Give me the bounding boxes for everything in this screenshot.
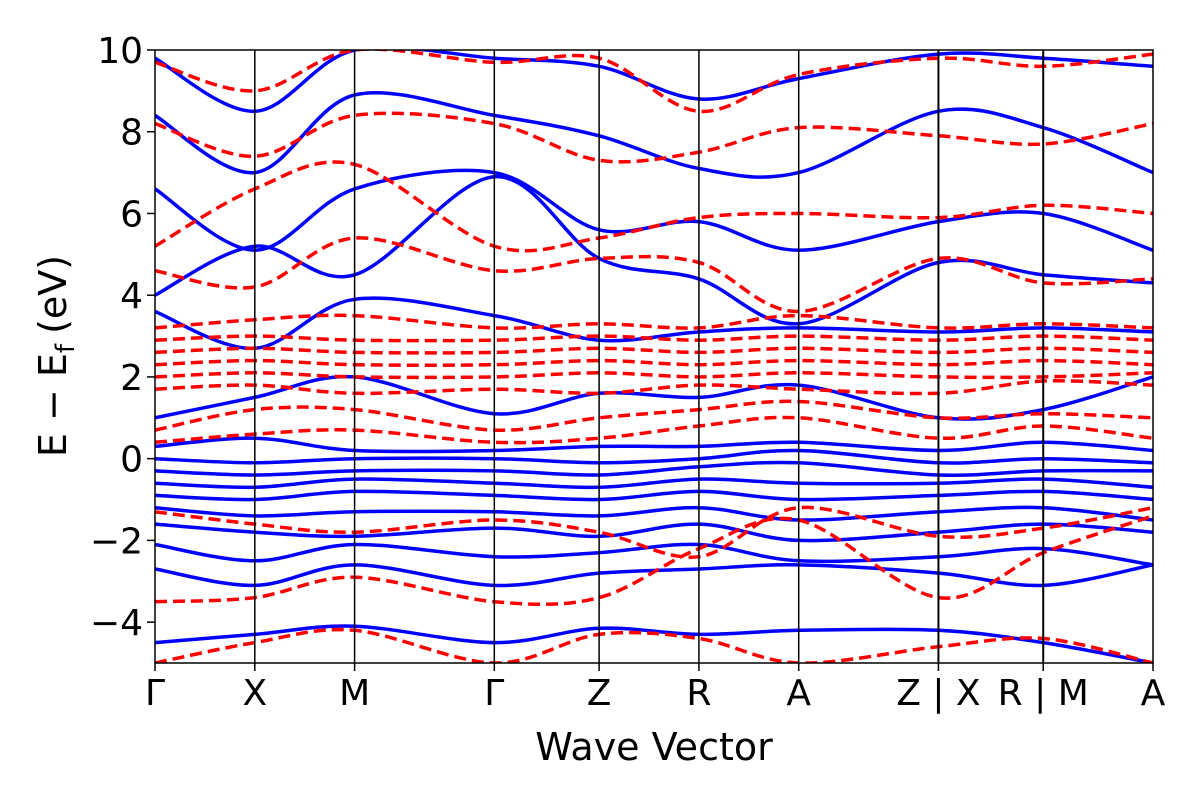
y-tick-label: 4 — [120, 276, 143, 317]
dashed-band-line-29 — [155, 50, 1153, 114]
y-tick-label: 6 — [120, 194, 143, 235]
solid-band-line-6 — [155, 477, 1153, 490]
x-tick-label: Γ — [484, 673, 504, 714]
solid-band-line-3 — [155, 522, 1153, 543]
dashed-band-line-22 — [155, 358, 1153, 367]
solid-band-line-4 — [155, 505, 1153, 522]
y-tick-label: 0 — [120, 440, 143, 481]
y-axis-ticks: −4 −2 0 2 4 6 8 10 — [90, 31, 155, 644]
x-axis-ticks: Γ X M Γ Z R A Z | X R | M A — [145, 663, 1166, 714]
dashed-band-line-30 — [155, 627, 1153, 663]
solid-band-line-15 — [155, 50, 1153, 114]
y-tick-label: 2 — [120, 358, 143, 399]
dashed-band-line-20 — [155, 379, 1153, 396]
y-axis-title: E − Ef (eV) — [31, 255, 81, 457]
solid-band-line-2 — [155, 542, 1153, 567]
solid-band-line-7 — [155, 460, 1153, 477]
dashed-band-line-21 — [155, 371, 1153, 380]
solid-band-line-0 — [155, 624, 1153, 663]
dashed-band-line-25 — [155, 313, 1153, 330]
x-tick-label: M — [339, 673, 370, 714]
solid-band-line-12 — [155, 174, 1153, 326]
x-tick-label: A — [786, 673, 811, 714]
solid-band-line-14 — [155, 90, 1153, 179]
y-axis-title-unit: (eV) — [31, 255, 75, 334]
x-tick-label: A — [1141, 673, 1166, 714]
solid-band-line-8 — [155, 448, 1153, 465]
solid-band-line-13 — [155, 168, 1153, 252]
dashed-band-line-19 — [155, 399, 1153, 432]
x-tick-label: Z — [587, 673, 612, 714]
dashed-band-line-24 — [155, 334, 1153, 343]
x-axis-title: Wave Vector — [535, 725, 773, 769]
y-axis-title-subscript: f — [51, 343, 81, 353]
x-tick-label: R — [686, 673, 711, 714]
high-symmetry-lines — [254, 50, 1045, 663]
x-tick-label: Z | X — [896, 673, 980, 714]
solid-band-line-5 — [155, 489, 1153, 502]
dashed-band-line-16 — [155, 514, 1153, 607]
plot-frame — [154, 49, 1154, 664]
band-lines — [155, 50, 1153, 663]
solid-band-line-9 — [155, 436, 1153, 454]
y-tick-label: −4 — [90, 603, 143, 644]
y-tick-label: −2 — [90, 521, 143, 562]
solid-band-line-1 — [155, 563, 1153, 588]
dashed-band-line-23 — [155, 346, 1153, 355]
y-tick-label: 8 — [120, 113, 143, 154]
dashed-band-line-18 — [155, 415, 1153, 445]
dashed-band-line-26 — [155, 236, 1153, 314]
solid-band-line-11 — [155, 296, 1153, 351]
dashed-band-line-17 — [155, 505, 1153, 559]
x-tick-label: X — [242, 673, 267, 714]
x-tick-label: Γ — [145, 673, 165, 714]
y-tick-label: 10 — [97, 31, 143, 72]
dashed-band-line-27 — [155, 160, 1153, 253]
x-tick-label: R | M — [998, 673, 1089, 714]
y-axis-title-main: E − E — [31, 353, 75, 457]
